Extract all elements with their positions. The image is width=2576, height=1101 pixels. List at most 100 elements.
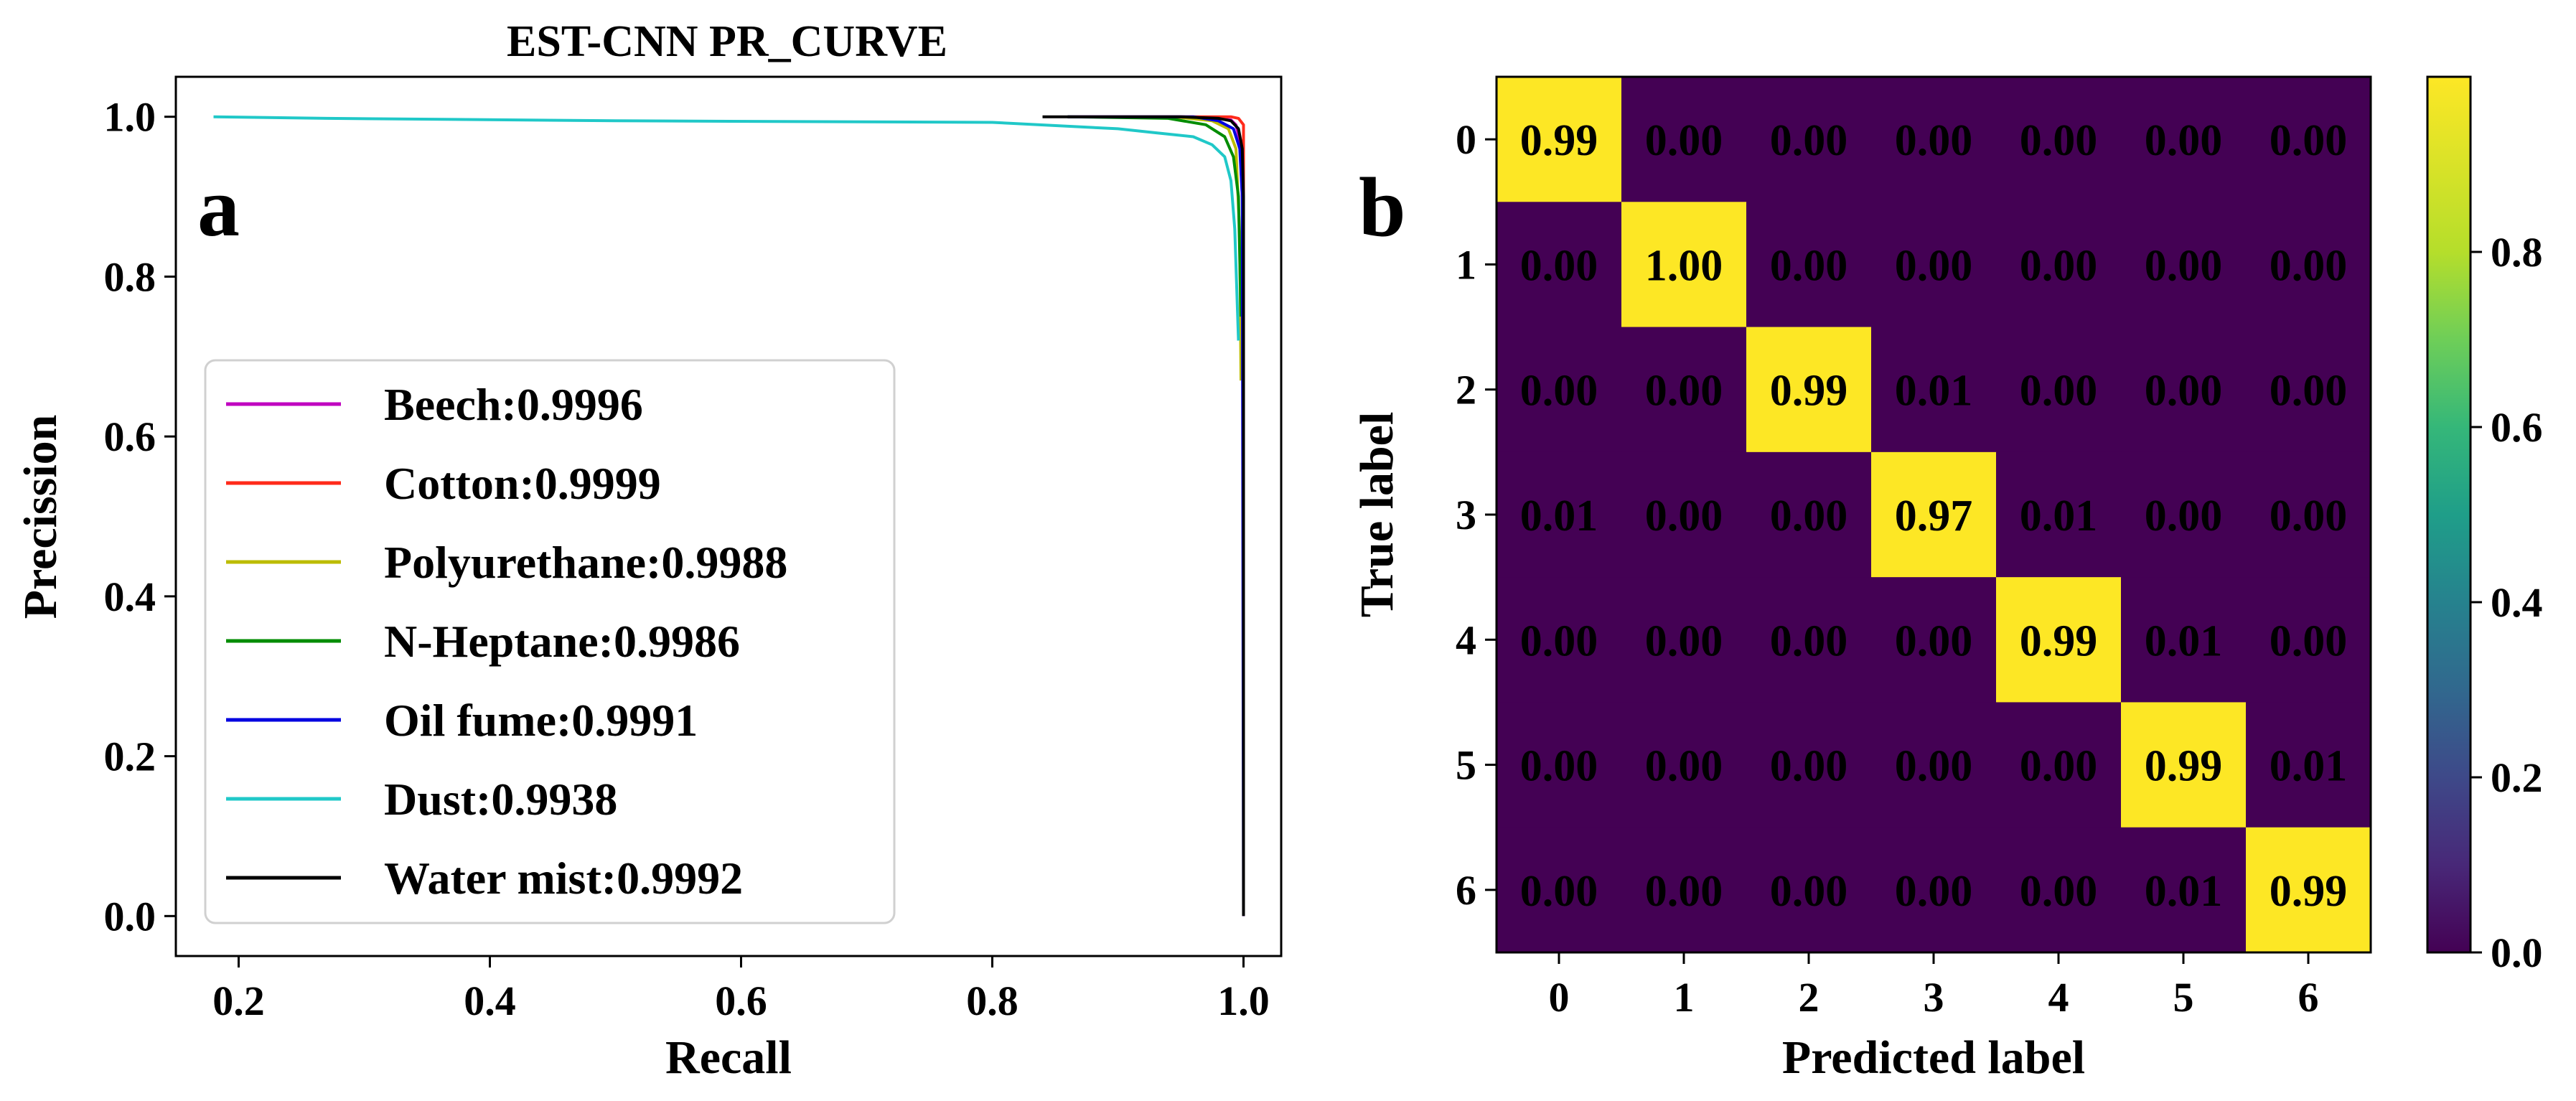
matrix-cell-value: 0.00 [1645, 742, 1723, 791]
x-tick-label: 6 [2298, 974, 2319, 1021]
series-line-5 [213, 115, 1240, 341]
x-tick-label: 0.4 [464, 978, 516, 1024]
matrix-cell-3-0 [1497, 451, 1622, 578]
matrix-cell-6-3 [1871, 827, 1997, 953]
matrix-cell-value: 0.00 [1645, 116, 1723, 165]
matrix-cell-6-5 [2121, 827, 2247, 953]
series-line-0 [1067, 115, 1245, 917]
matrix-cell-value: 0.97 [1895, 492, 1973, 540]
matrix-cell-value: 0.01 [2145, 867, 2223, 916]
matrix-cell-2-5 [2121, 327, 2247, 453]
matrix-cell-1-1 [1621, 202, 1747, 328]
matrix-cell-value: 0.00 [2020, 742, 2098, 791]
matrix-cell-2-6 [2246, 327, 2371, 453]
matrix-cell-6-1 [1621, 827, 1747, 953]
matrix-cell-value: 0.00 [1520, 241, 1598, 290]
colorbar-tick-label: 0.8 [2491, 229, 2543, 276]
matrix-cell-3-3 [1871, 451, 1997, 578]
matrix-cell-value: 0.00 [1770, 116, 1848, 165]
matrix-cell-value: 0.00 [2270, 241, 2348, 290]
plot-frame [174, 75, 1283, 957]
matrix-cell-value: 0.00 [1520, 742, 1598, 791]
colorbar-tick-label: 0.2 [2491, 754, 2543, 801]
y-axis-ticks: 0.0 0.2 0.4 0.6 0.8 1.0 [104, 94, 176, 940]
legend-label-6: Water mist:0.9992 [384, 853, 743, 904]
y-axis-label: True label [1351, 412, 1403, 618]
x-tick-label: 0.6 [715, 978, 767, 1024]
matrix-cell-5-0 [1497, 702, 1622, 828]
series-line-2 [1067, 115, 1242, 381]
matrix-cell-value: 0.00 [1770, 742, 1848, 791]
x-tick-label: 3 [1924, 974, 1944, 1021]
y-tick-label: 0.2 [104, 734, 156, 780]
series-line-3 [1067, 115, 1242, 317]
legend-items: Beech:0.9996 Cotton:0.9999 Polyurethane:0.… [226, 379, 787, 904]
colorbar-tick-label: 0.0 [2491, 929, 2543, 976]
confusion-matrix-chart: b 0.99 0.00 0.00 0.00 0.00 0.00 0.000.00 1.00 0.… [1351, 75, 2543, 1084]
matrix-cell-6-2 [1746, 827, 1872, 953]
x-axis-ticks: 0.2 0.4 0.6 0.8 1.0 [212, 956, 1270, 1024]
matrix-cell-value: 0.00 [2020, 241, 2098, 290]
matrix-cell-1-3 [1871, 202, 1997, 328]
matrix-cell-6-6 [2246, 827, 2371, 953]
matrix-cell-value: 0.00 [1895, 241, 1973, 290]
matrix-cell-3-6 [2246, 451, 2371, 578]
colorbar-ticks: 0.0 0.2 0.4 0.6 0.8 [2470, 229, 2543, 976]
matrix-cell-value: 0.00 [2270, 617, 2348, 665]
matrix-cell-value: 0.00 [1770, 617, 1848, 665]
matrix-cell-0-5 [2121, 77, 2247, 202]
matrix-cell-0-1 [1621, 77, 1747, 202]
matrix-cell-value: 0.00 [1770, 492, 1848, 540]
y-tick-label: 1 [1456, 241, 1476, 288]
series-line-1 [1067, 115, 1245, 917]
legend: Beech:0.9996 Cotton:0.9999 Polyurethane:0.… [204, 359, 896, 924]
matrix-cell-value: 0.00 [1520, 617, 1598, 665]
matrix-cell-value: 0.00 [1645, 492, 1723, 540]
x-tick-label: 1 [1674, 974, 1695, 1021]
matrix-cell-4-1 [1621, 577, 1747, 703]
y-tick-label: 0.4 [104, 573, 156, 620]
x-tick-label: 0.2 [212, 978, 265, 1024]
matrix-cell-value: 0.00 [2145, 492, 2223, 540]
matrix-cell-3-5 [2121, 451, 2247, 578]
matrix-cell-6-0 [1497, 827, 1622, 953]
panel-label-a: a [197, 160, 240, 254]
y-axis-ticks: 0 1 2 3 4 5 6 [1456, 116, 1497, 914]
matrix-cell-0-6 [2246, 77, 2371, 202]
matrix-cell-5-6 [2246, 702, 2371, 828]
matrix-cell-value: 0.99 [2020, 617, 2098, 665]
y-tick-label: 0 [1456, 116, 1476, 163]
pr-curve-chart: EST-CNN PR_CURVE 0.2 0.4 0.6 0.8 1.0 0.00.20… [14, 17, 1283, 1084]
pr-series-group [213, 115, 1245, 917]
matrix-cell-value: 0.00 [1645, 617, 1723, 665]
matrix-cell-1-4 [1996, 202, 2122, 328]
matrix-cell-value: 0.00 [1895, 116, 1973, 165]
matrix-cell-value: 0.00 [1645, 367, 1723, 416]
y-tick-label: 4 [1456, 617, 1476, 663]
matrix-cell-value: 0.00 [1895, 867, 1973, 916]
matrix-cell-2-0 [1497, 327, 1622, 453]
series-line-6 [1042, 115, 1245, 917]
x-axis-label: Recall [665, 1031, 792, 1084]
matrix-cell-value: 0.00 [1895, 617, 1973, 665]
matrix-cell-3-4 [1996, 451, 2122, 578]
matrix-cell-5-1 [1621, 702, 1747, 828]
matrix-cell-0-3 [1871, 77, 1997, 202]
x-tick-label: 1.0 [1217, 978, 1270, 1024]
chart-title: EST-CNN PR_CURVE [507, 17, 947, 66]
x-tick-label: 0 [1549, 974, 1570, 1021]
matrix-cell-value: 0.00 [1520, 367, 1598, 416]
legend-label-5: Dust:0.9938 [384, 774, 617, 825]
y-tick-label: 0.8 [104, 253, 156, 300]
matrix-cell-4-0 [1497, 577, 1622, 703]
matrix-cell-value: 0.01 [2020, 492, 2098, 540]
matrix-cell-value: 0.00 [2020, 367, 2098, 416]
y-tick-label: 5 [1456, 742, 1476, 789]
matrix-cell-1-6 [2246, 202, 2371, 328]
matrix-cell-value: 0.99 [1770, 367, 1848, 416]
y-tick-label: 6 [1456, 867, 1476, 914]
x-axis-ticks: 0 1 2 3 4 5 6 [1549, 952, 2319, 1021]
matrix-cell-1-5 [2121, 202, 2247, 328]
matrix-cell-4-6 [2246, 577, 2371, 703]
